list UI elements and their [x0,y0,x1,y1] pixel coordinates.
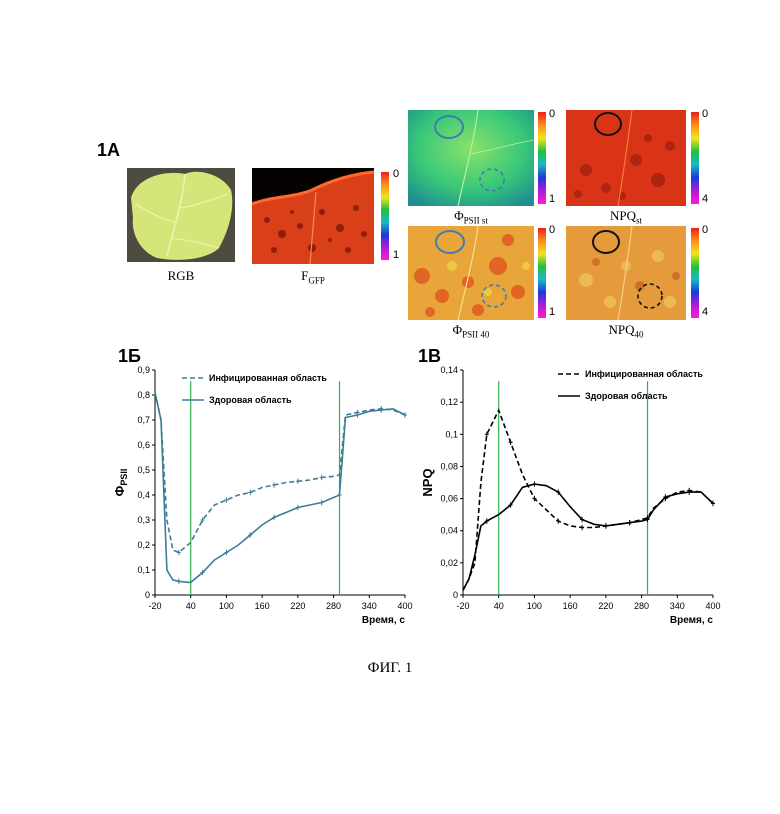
phi-psii-st-scale-bottom: 1 [549,193,555,205]
y-tick-label: 0,04 [440,526,458,536]
y-tick-label: 0,3 [137,515,150,525]
y-tick-label: 0,1 [445,429,458,439]
phi-psii-40-image [408,226,534,320]
npq-st-colorbar [691,112,699,204]
x-tick-label: 340 [670,601,685,611]
y-tick-label: 0,02 [440,558,458,568]
phi-psii-st-scale-top: 0 [549,108,555,120]
legend-label: Инфицированная область [585,369,703,379]
y-tick-label: 0,12 [440,397,458,407]
caption-rgb: RGB [127,268,235,284]
fgfp-scale-top: 0 [393,168,399,180]
x-tick-label: 160 [563,601,578,611]
y-tick-label: 0,9 [137,365,150,375]
y-tick-label: 0,8 [137,390,150,400]
series-line [463,484,713,590]
y-tick-label: 0,2 [137,540,150,550]
npq-40-colorbar [691,228,699,318]
npq-st-scale-top: 0 [702,108,708,120]
x-tick-label: 400 [705,601,720,611]
phi-psii-40-scale-top: 0 [549,224,555,236]
series-line [155,393,405,583]
x-tick-label: -20 [148,601,161,611]
x-tick-label: 160 [255,601,270,611]
phi-psii-st-image [408,110,534,206]
x-tick-label: 340 [362,601,377,611]
x-tick-label: 100 [219,601,234,611]
y-tick-label: 0,4 [137,490,150,500]
y-axis-label: ΦPSII [112,469,129,497]
legend-label: Здоровая область [585,391,668,401]
caption-npq-st: NPQst [566,208,686,226]
rgb-leaf-image [127,168,235,262]
x-tick-label: 220 [290,601,305,611]
x-tick-label: 280 [634,601,649,611]
npq-40-scale-bottom: 4 [702,306,708,318]
npq-st-scale-bottom: 4 [702,193,708,205]
y-tick-label: 0,14 [440,365,458,375]
y-tick-label: 0,7 [137,415,150,425]
x-tick-label: 400 [397,601,412,611]
x-tick-label: 100 [527,601,542,611]
caption-phi-psii-40: ΦPSII 40 [408,322,534,340]
x-axis-label: Время, с [362,615,406,626]
chart-npq: 0 0,02 0,04 0,06 0,08 0,1 0,12 0,14 -20 40 100 160 2… [418,360,728,630]
y-axis-label: NPQ [420,468,435,496]
fgfp-scale-bottom: 1 [393,249,399,261]
caption-fgfp: FGFP [252,268,374,286]
caption-npq-40: NPQ40 [566,322,686,340]
y-tick-label: 0,6 [137,440,150,450]
y-tick-label: 0 [145,590,150,600]
panel-label-1a: 1А [97,140,120,161]
series-line [155,393,405,553]
figure-caption: ФИГ. 1 [0,660,780,677]
y-tick-label: 0 [453,590,458,600]
phi-psii-40-scale-bottom: 1 [549,306,555,318]
npq-st-image [566,110,686,206]
phi-psii-st-colorbar [538,112,546,204]
npq-40-image [566,226,686,320]
chart-phi-psii: 0 0,1 0,2 0,3 0,4 0,5 0,6 0,7 0,8 0,9 -20 40 100 160 2… [110,360,420,630]
y-tick-label: 0,5 [137,465,150,475]
fgfp-image [252,168,374,264]
phi-psii-40-colorbar [538,228,546,318]
x-tick-label: -20 [456,601,469,611]
npq-40-scale-top: 0 [702,224,708,236]
y-tick-label: 0,1 [137,565,150,575]
caption-phi-psii-st: ΦPSII st [408,208,534,226]
legend-label: Здоровая область [209,395,292,405]
x-tick-label: 280 [326,601,341,611]
fgfp-colorbar [381,172,389,260]
x-tick-label: 220 [598,601,613,611]
y-tick-label: 0,06 [440,494,458,504]
x-tick-label: 40 [494,601,504,611]
y-tick-label: 0,08 [440,461,458,471]
x-tick-label: 40 [186,601,196,611]
legend-label: Инфицированная область [209,373,327,383]
x-axis-label: Время, с [670,615,714,626]
series-line [463,410,713,590]
